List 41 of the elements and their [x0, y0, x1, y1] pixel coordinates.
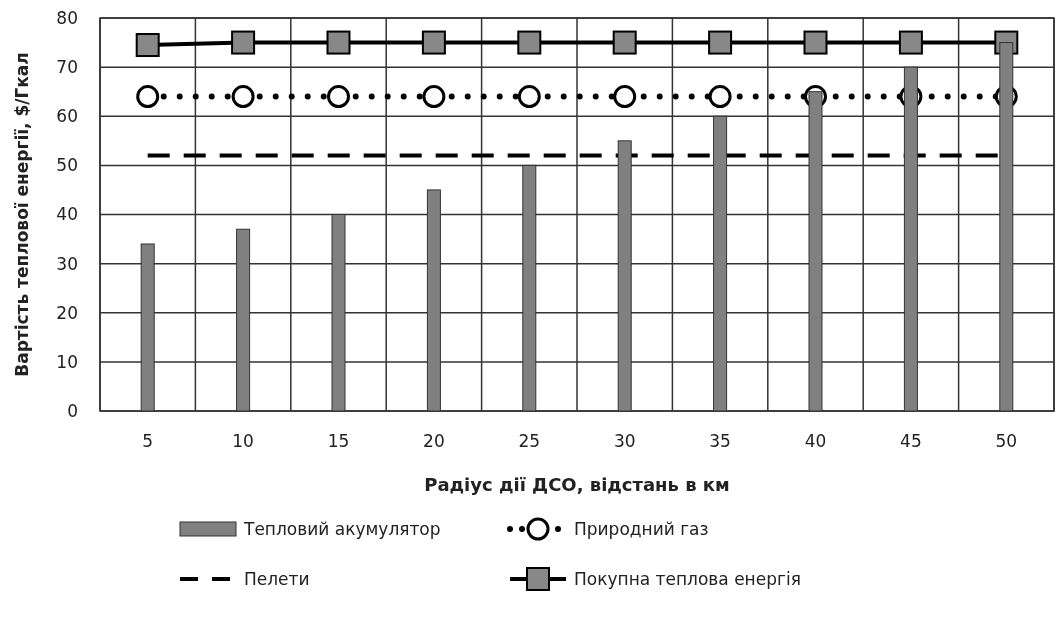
point: [803, 30, 828, 55]
x-tick-label: 40: [804, 431, 827, 451]
x-tick-label: 50: [995, 431, 1018, 451]
point: [231, 85, 255, 109]
legend-label: Тепловий акумулятор: [243, 518, 441, 539]
y-tick-label: 50: [56, 155, 78, 176]
x-tick-label: 20: [423, 431, 445, 451]
x-tick-label: 45: [900, 431, 922, 451]
legend-label: Покупна теплова енергія: [574, 568, 801, 589]
point: [708, 85, 732, 109]
point: [231, 30, 256, 55]
legend-label: Пелети: [244, 568, 310, 589]
point: [421, 30, 446, 55]
point: [327, 85, 350, 109]
point: [517, 30, 542, 55]
x-tick-label: 10: [232, 431, 254, 451]
point: [136, 85, 160, 109]
x-tick-label: 25: [518, 431, 541, 451]
point: [135, 33, 160, 58]
x-axis-title: Радіус дії ДСО, відстань в км: [424, 474, 730, 495]
y-axis-title: Вартість теплової енергії, $/Гкал: [12, 52, 32, 377]
y-tick-label: 80: [56, 7, 78, 28]
y-tick-label: 70: [56, 57, 78, 78]
point: [708, 30, 733, 55]
point: [898, 30, 923, 55]
y-tick-label: 20: [56, 302, 78, 323]
y-tick-label: 60: [56, 106, 78, 127]
legend-label: Природний газ: [574, 518, 709, 539]
point: [326, 30, 351, 55]
x-tick-label: 15: [327, 431, 350, 451]
y-tick-label: 0: [67, 400, 78, 421]
x-tick-label: 35: [709, 431, 731, 451]
point: [422, 85, 446, 109]
point: [517, 85, 541, 109]
y-tick-label: 40: [56, 204, 78, 225]
point: [612, 30, 637, 55]
x-tick-label: 5: [142, 431, 154, 451]
y-tick-label: 10: [56, 351, 78, 372]
point: [613, 85, 637, 109]
y-tick-label: 30: [56, 253, 78, 274]
x-tick-label: 30: [613, 431, 636, 451]
